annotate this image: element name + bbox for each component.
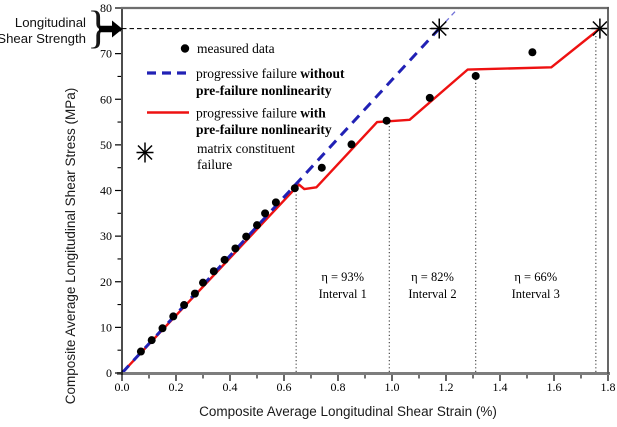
x-tick-label: 0.2 [169, 380, 184, 394]
y-tick-label: 50 [100, 138, 112, 152]
y-tick-label: 10 [100, 320, 112, 334]
y-tick-label: 0 [106, 366, 112, 380]
measured-data-point [253, 221, 261, 230]
interval-name-label-3: Interval 3 [512, 287, 560, 301]
measured-data-point [261, 209, 270, 218]
matrix-failure-marker-2 [591, 18, 609, 39]
measured-data-point [317, 163, 326, 172]
measured-data-point [136, 347, 145, 356]
x-tick-label: 1.0 [385, 380, 400, 394]
measured-data-point [347, 140, 356, 149]
interval-eta-label-3: η = 66% [514, 270, 557, 284]
y-tick-label: 20 [100, 275, 112, 289]
x-axis-title: Composite Average Longitudinal Shear Str… [199, 404, 497, 419]
interval-eta-label-2: η = 82% [411, 270, 454, 284]
measured-data-point [169, 312, 178, 321]
shear-strength-annotation: Longitudinal Shear Strength } [0, 2, 123, 53]
measured-data-point [242, 232, 251, 241]
legend-without-label-line2: pre-failure nonlinearity [196, 83, 332, 98]
x-tick-label: 1.4 [493, 380, 508, 394]
legend-matrix-label-line1: matrix constituent [197, 141, 295, 156]
interval-name-label-2: Interval 2 [408, 287, 456, 301]
with-nonlinearity-curve [121, 27, 601, 374]
measured-data-point [147, 336, 156, 345]
y-tick-label: 60 [100, 92, 112, 106]
measured-data-point [158, 324, 167, 333]
legend-with-bold: with [300, 106, 326, 121]
legend-with-label-line2: pre-failure nonlinearity [196, 122, 332, 137]
legend-measured-dot-icon [180, 44, 190, 53]
measured-data-point [471, 71, 480, 80]
x-tick-label: 0.4 [223, 380, 238, 394]
x-tick-label: 1.8 [601, 380, 616, 394]
legend-asterisk-icon [136, 142, 154, 163]
measured-data-point [382, 116, 391, 125]
asterisk-stroke [431, 21, 447, 37]
measured-data-point [231, 244, 240, 253]
measured-data-point [271, 198, 280, 207]
legend-without-bold: without [300, 66, 345, 81]
legend: measured data progressive failure withou… [136, 41, 345, 172]
legend-with-text: progressive failure [196, 106, 300, 121]
measured-data-point [180, 301, 189, 310]
measured-data-point [425, 93, 434, 102]
asterisk-stroke [592, 21, 608, 37]
x-tick-label: 0.0 [115, 380, 130, 394]
matrix-failure-marker-1 [430, 18, 448, 39]
curly-brace: } [87, 2, 109, 53]
legend-without-label-line1: progressive failure without [196, 66, 345, 81]
measured-data-point [199, 278, 207, 287]
y-tick-label: 40 [100, 184, 112, 198]
x-tick-label: 1.2 [439, 380, 454, 394]
shear-strength-label-line2: Shear Strength [0, 31, 86, 46]
y-axis-title: Composite Average Longitudinal Shear Str… [63, 88, 78, 404]
plot-dynamic-layer: 0.0 0.2 0.4 0.6 0.8 1.0 1.2 1.4 1.6 1.8 0 10 20 30 40 5… [100, 1, 616, 394]
x-tick-label: 1.6 [547, 380, 562, 394]
interval-name-label-1: Interval 1 [319, 287, 367, 301]
measured-data-point [220, 255, 229, 264]
y-tick-label: 80 [100, 1, 112, 15]
y-tick-label: 30 [100, 229, 112, 243]
measured-data-point [528, 48, 537, 57]
x-tick-label: 0.6 [277, 380, 292, 394]
legend-without-text: progressive failure [196, 66, 300, 81]
shear-strength-label-line1: Longitudinal [15, 15, 86, 30]
interval-eta-label-1: η = 93% [321, 270, 364, 284]
y-tick-label: 70 [100, 47, 112, 61]
legend-measured-label: measured data [197, 41, 275, 56]
right-arrow-icon [99, 20, 123, 38]
legend-matrix-label-line2: failure [197, 157, 232, 172]
legend-with-label-line1: progressive failure with [196, 106, 326, 121]
x-tick-label: 0.8 [331, 380, 346, 394]
measured-data-point [209, 267, 218, 276]
measured-data-point [290, 184, 299, 193]
measured-data-point [190, 289, 199, 298]
